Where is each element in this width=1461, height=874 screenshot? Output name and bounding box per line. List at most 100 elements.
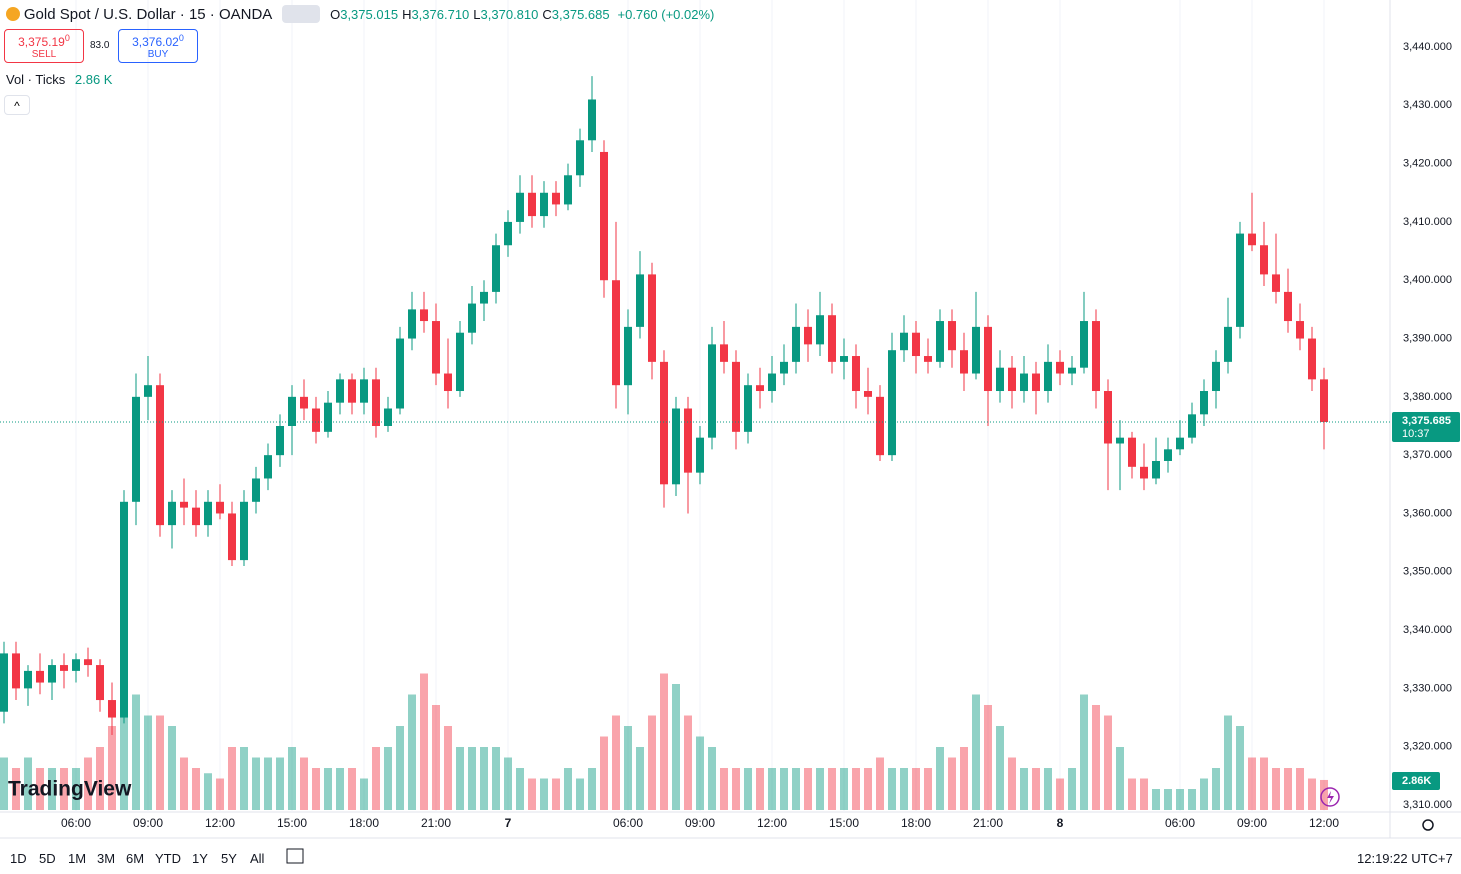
x-tick-label: 12:00 xyxy=(757,816,787,830)
volume-bar xyxy=(1116,747,1124,810)
buy-price: 3,376.020 xyxy=(119,33,197,49)
range-button[interactable]: 5D xyxy=(39,851,56,866)
volume-bar xyxy=(1296,768,1304,810)
volume-bar xyxy=(864,768,872,810)
candle-body xyxy=(228,513,236,561)
volume-bar xyxy=(456,747,464,810)
volume-bar xyxy=(936,747,944,810)
candle-body xyxy=(240,501,248,561)
candle-body xyxy=(408,309,416,339)
candle-body xyxy=(384,408,392,426)
range-button[interactable]: 5Y xyxy=(221,851,237,866)
candle-body xyxy=(1080,321,1088,368)
volume-bar xyxy=(600,736,608,810)
range-button[interactable]: 1M xyxy=(68,851,87,866)
last-volume-badge xyxy=(1392,771,1440,790)
settings-icon[interactable] xyxy=(1422,819,1434,831)
volume-bar xyxy=(120,705,128,810)
candle-body xyxy=(456,332,464,392)
volume-bar xyxy=(156,715,164,810)
volume-bar xyxy=(912,768,920,810)
candle-body xyxy=(504,221,512,246)
volume-bar xyxy=(24,757,32,810)
volume-bar xyxy=(1068,768,1076,810)
ohlc-key: H xyxy=(402,7,412,22)
candle-body xyxy=(1176,437,1184,450)
range-button[interactable]: YTD xyxy=(155,851,181,866)
volume-bar xyxy=(768,768,776,810)
candle-body xyxy=(96,665,104,701)
volume-bar xyxy=(576,778,584,810)
symbol-icon xyxy=(6,7,20,21)
alert-icon[interactable] xyxy=(1320,787,1340,807)
candle-body xyxy=(72,659,80,671)
volume-bar xyxy=(108,726,116,810)
x-tick-label: 21:00 xyxy=(421,816,451,830)
volume-bar xyxy=(1032,768,1040,810)
volume-bar xyxy=(996,726,1004,810)
candle-body xyxy=(168,501,176,526)
volume-bar xyxy=(876,757,884,810)
volume-bar xyxy=(828,768,836,810)
candle-body xyxy=(156,385,164,526)
range-button[interactable]: 1Y xyxy=(192,851,208,866)
y-tick-label: 3,380.000 xyxy=(1403,391,1452,403)
last-price-label: 3,375.685 xyxy=(1402,415,1451,427)
x-tick-label: 18:00 xyxy=(901,816,931,830)
volume-bar xyxy=(756,768,764,810)
buy-button[interactable]: 3,376.020 BUY xyxy=(118,29,198,63)
x-tick-label: 15:00 xyxy=(277,816,307,830)
volume-bar xyxy=(348,768,356,810)
sell-button[interactable]: 3,375.190 SELL xyxy=(4,29,84,63)
range-button[interactable]: 3M xyxy=(97,851,116,866)
candle-body xyxy=(336,379,344,403)
volume-bar xyxy=(612,715,620,810)
volume-bar xyxy=(276,757,284,810)
candle-body xyxy=(264,455,272,479)
volume-bar xyxy=(852,768,860,810)
candle-body xyxy=(1224,326,1232,362)
candle-body xyxy=(1068,367,1076,374)
y-tick-label: 3,310.000 xyxy=(1403,799,1452,811)
volume-bar xyxy=(636,747,644,810)
candle-body xyxy=(756,385,764,392)
range-button[interactable]: All xyxy=(250,851,265,866)
candle-body xyxy=(936,321,944,362)
candle-body xyxy=(660,361,668,485)
candle-body xyxy=(1152,460,1160,479)
candle-body xyxy=(708,344,716,438)
volume-bar xyxy=(1188,789,1196,810)
volume-bar xyxy=(528,778,536,810)
date-range-icon[interactable] xyxy=(286,848,304,864)
volume-bar xyxy=(1320,779,1328,810)
last-price-badge xyxy=(1392,412,1460,443)
volume-bar xyxy=(1200,778,1208,810)
volume-bar xyxy=(420,673,428,810)
candle-body xyxy=(36,670,44,683)
candle-body xyxy=(948,321,956,351)
volume-bar xyxy=(408,694,416,810)
candle-body xyxy=(636,274,644,327)
volume-bar xyxy=(192,768,200,810)
candle-body xyxy=(144,385,152,397)
collapse-button[interactable]: ^ xyxy=(4,95,30,115)
candle-body xyxy=(396,338,404,409)
volume-bar xyxy=(1164,789,1172,810)
candle-body xyxy=(1044,361,1052,392)
volume-bar xyxy=(564,768,572,810)
volume-bar xyxy=(240,747,248,810)
sell-price: 3,375.190 xyxy=(5,33,83,49)
range-button[interactable]: 1D xyxy=(10,851,27,866)
volume-bar xyxy=(900,768,908,810)
y-tick-label: 3,430.000 xyxy=(1403,99,1452,111)
range-button[interactable]: 6M xyxy=(126,851,145,866)
x-tick-label: 12:00 xyxy=(205,816,235,830)
volume-bar xyxy=(0,757,8,810)
volume-bar xyxy=(1008,757,1016,810)
volume-bar xyxy=(264,757,272,810)
x-tick-label: 7 xyxy=(505,816,512,830)
candle-body xyxy=(1116,437,1124,444)
candle-body xyxy=(960,350,968,374)
symbol[interactable]: Gold Spot / U.S. Dollar · 15 · OANDA xyxy=(23,6,273,23)
candle-body xyxy=(1128,437,1136,467)
